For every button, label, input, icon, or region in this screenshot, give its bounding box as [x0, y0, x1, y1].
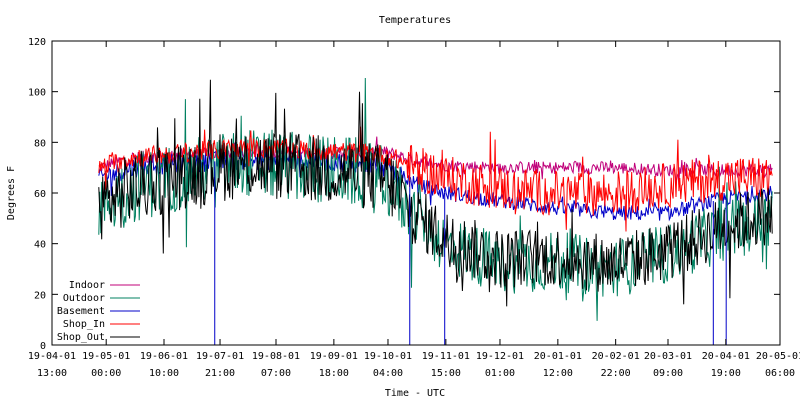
x-tick-label-date-9: 20-01-01 [534, 351, 582, 362]
y-axis-label: Degrees F [6, 166, 17, 220]
x-tick-label-time-11: 09:00 [653, 368, 683, 379]
x-tick-label-date-13: 20-05-01 [756, 351, 800, 362]
x-tick-label-date-11: 20-03-01 [644, 351, 692, 362]
x-tick-label-date-3: 19-07-01 [196, 351, 244, 362]
x-tick-label-date-8: 19-12-01 [476, 351, 524, 362]
legend: Indoor Outdoor Basement Shop_In Shop_Out [57, 280, 140, 343]
x-tick-label-date-5: 19-09-01 [310, 351, 358, 362]
dropout-layer [214, 161, 727, 345]
series-shop-out [98, 79, 773, 307]
series-layer [98, 77, 773, 321]
x-tick-label-date-2: 19-06-01 [140, 351, 188, 362]
x-tick-label-time-8: 01:00 [485, 368, 515, 379]
x-tick-label-time-3: 21:00 [205, 368, 235, 379]
x-tick-label-date-7: 19-11-01 [422, 351, 470, 362]
x-tick-label-time-0: 13:00 [37, 368, 67, 379]
legend-label-basement: Basement [57, 306, 105, 317]
x-tick-label-time-4: 07:00 [261, 368, 291, 379]
x-tick-label-time-7: 15:00 [431, 368, 461, 379]
x-tick-label-date-0: 19-04-01 [28, 351, 76, 362]
legend-label-indoor: Indoor [69, 280, 105, 291]
y-tick-label-40: 40 [34, 240, 46, 251]
x-tick-label-time-10: 22:00 [601, 368, 631, 379]
x-tick-label-date-10: 20-02-01 [592, 351, 640, 362]
x-tick-label-time-6: 04:00 [373, 368, 403, 379]
y-tick-label-120: 120 [28, 37, 46, 48]
chart-title: Temperatures [379, 15, 451, 26]
x-tick-label-time-1: 00:00 [91, 368, 121, 379]
legend-label-shop-out: Shop_Out [57, 332, 105, 343]
x-tick-label-date-6: 19-10-01 [364, 351, 412, 362]
x-tick-label-time-9: 12:00 [543, 368, 573, 379]
x-tick-label-time-12: 19:00 [711, 368, 741, 379]
x-tick-label-date-12: 20-04-01 [702, 351, 750, 362]
y-tick-label-20: 20 [34, 290, 46, 301]
axes-layer: 0 20 40 60 80 100 120 19-04-01 13:00 19-05-01 00:0… [28, 37, 800, 379]
x-tick-label-date-4: 19-08-01 [252, 351, 300, 362]
x-tick-label-time-2: 10:00 [149, 368, 179, 379]
x-tick-label-time-13: 06:00 [765, 368, 795, 379]
y-tick-label-60: 60 [34, 189, 46, 200]
legend-label-outdoor: Outdoor [63, 293, 105, 304]
y-tick-label-100: 100 [28, 88, 46, 99]
x-tick-label-date-1: 19-05-01 [82, 351, 130, 362]
x-axis-label: Time - UTC [385, 388, 445, 399]
y-tick-label-80: 80 [34, 138, 46, 149]
legend-label-shop-in: Shop_In [63, 319, 105, 330]
x-tick-label-time-5: 18:00 [319, 368, 349, 379]
y-tick-label-0: 0 [40, 341, 46, 352]
